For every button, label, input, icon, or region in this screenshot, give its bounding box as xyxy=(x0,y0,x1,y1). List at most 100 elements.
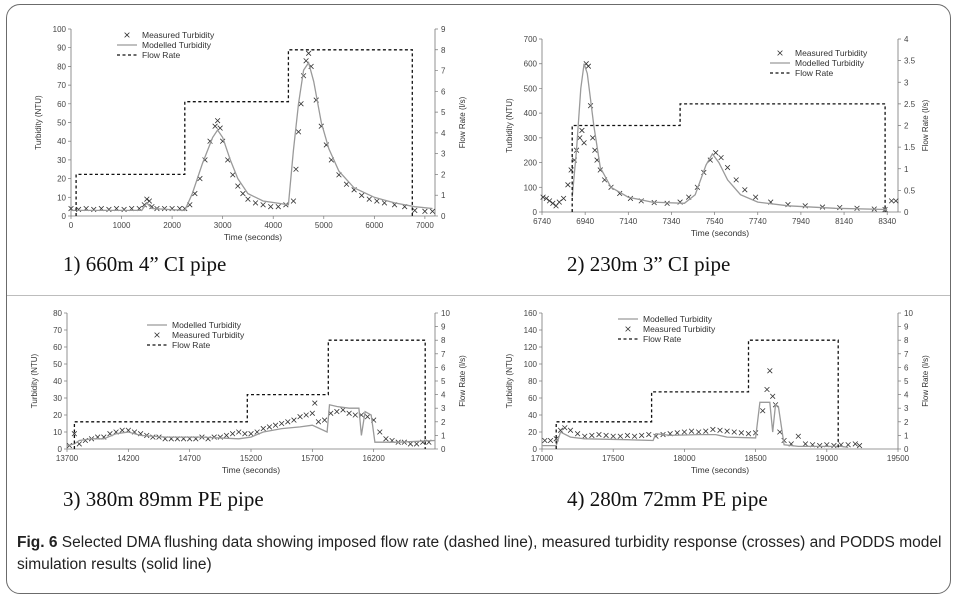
x-tick-label: 18500 xyxy=(744,454,767,463)
figure-caption-text: Selected DMA flushing data showing impos… xyxy=(17,534,941,573)
x-tick-label: 17000 xyxy=(531,454,554,463)
y-right-tick-label: 6 xyxy=(441,87,446,96)
measured-turbidity-series xyxy=(541,61,899,212)
y-right-tick-label: 10 xyxy=(904,309,913,318)
measured-point xyxy=(575,431,580,436)
legend: Modelled TurbidityMeasured TurbidityFlow… xyxy=(147,320,245,350)
y-right-tick-label: 1.5 xyxy=(904,143,916,152)
measured-point xyxy=(230,172,235,177)
x-tick-label: 13700 xyxy=(56,454,79,463)
measured-point xyxy=(760,408,765,413)
figure-label: Fig. 6 xyxy=(17,534,57,551)
y-right-axis-label: Flow Rate (l/s) xyxy=(458,355,467,407)
measured-point xyxy=(235,184,240,189)
y-right-tick-label: 8 xyxy=(441,46,446,55)
y-right-tick-label: 4 xyxy=(904,35,909,44)
chart-panel-1: 0 1000 2000 3000 4000 5000 6000 700001020304050… xyxy=(29,15,479,250)
y-left-tick-label: 120 xyxy=(524,343,538,352)
legend-entry: Measured Turbidity xyxy=(172,330,245,340)
measured-point xyxy=(218,126,223,131)
measured-point xyxy=(646,432,651,437)
measured-point xyxy=(246,197,251,202)
y-left-tick-label: 0 xyxy=(533,208,538,217)
measured-point xyxy=(384,436,389,441)
measured-point xyxy=(542,438,547,443)
y-left-tick-label: 40 xyxy=(57,137,66,146)
y-left-tick-label: 80 xyxy=(57,62,66,71)
y-right-tick-label: 3 xyxy=(441,150,446,159)
measured-point xyxy=(236,430,241,435)
y-right-tick-label: 3 xyxy=(441,404,446,413)
legend-entry: Flow Rate xyxy=(795,68,834,78)
measured-point xyxy=(150,435,155,440)
measured-point xyxy=(296,129,301,134)
measured-point xyxy=(76,207,81,212)
measured-point xyxy=(582,140,587,145)
y-right-tick-label: 8 xyxy=(441,336,446,345)
measured-point xyxy=(230,431,235,436)
y-right-tick-label: 7 xyxy=(441,67,446,76)
measured-turbidity-series xyxy=(542,368,862,448)
y-left-tick-label: 60 xyxy=(57,100,66,109)
x-tick-label: 2000 xyxy=(163,221,181,230)
measured-point xyxy=(276,204,281,209)
y-right-tick-label: 0 xyxy=(904,208,909,217)
y-left-tick-label: 10 xyxy=(57,193,66,202)
x-tick-label: 7740 xyxy=(749,217,767,226)
y-right-axis-label: Flow Rate (l/s) xyxy=(921,355,930,407)
y-left-tick-label: 20 xyxy=(528,428,537,437)
measured-point xyxy=(144,197,149,202)
measured-point xyxy=(334,409,339,414)
measured-point xyxy=(742,187,747,192)
flow-rate-line xyxy=(556,340,838,449)
figure-frame: 0 1000 2000 3000 4000 5000 6000 7000 0 10 20 30 40 50… xyxy=(6,4,951,594)
figure-caption: Fig. 6 Selected DMA flushing data showin… xyxy=(17,532,942,576)
measured-point xyxy=(242,431,247,436)
x-tick-label: 6740 xyxy=(533,217,551,226)
measured-point xyxy=(703,429,708,434)
y-right-tick-label: 6 xyxy=(904,363,909,372)
measured-point xyxy=(597,432,602,437)
measured-point xyxy=(618,434,623,439)
y-left-tick-label: 100 xyxy=(53,25,67,34)
measured-point xyxy=(292,418,297,423)
measured-point xyxy=(604,433,609,438)
measured-turbidity-series xyxy=(67,401,431,448)
y-right-tick-label: 2 xyxy=(441,418,446,427)
measured-point xyxy=(592,148,597,153)
y-right-tick-label: 5 xyxy=(904,377,909,386)
y-left-tick-label: 80 xyxy=(528,377,537,386)
y-right-axis-label: Flow Rate (l/s) xyxy=(458,96,467,148)
y-right-tick-label: 9 xyxy=(904,323,909,332)
y-left-tick-label: 40 xyxy=(53,377,62,386)
measured-point xyxy=(561,196,566,201)
measured-point xyxy=(367,197,372,202)
y-right-tick-label: 2 xyxy=(904,418,909,427)
legend-entry: Modelled Turbidity xyxy=(142,40,212,50)
measured-point xyxy=(710,427,715,432)
y-left-tick-label: 0 xyxy=(533,445,538,454)
measured-point xyxy=(122,207,127,212)
measured-point xyxy=(294,167,299,172)
y-right-tick-label: 9 xyxy=(441,25,446,34)
measured-point xyxy=(639,433,644,438)
chart-panel-4: 17000 17500 18000 18500 19000 195000204060801… xyxy=(502,305,942,477)
measured-point xyxy=(268,204,273,209)
measured-point xyxy=(377,430,382,435)
measured-point xyxy=(261,426,266,431)
x-axis-label: Time (seconds) xyxy=(222,465,280,475)
measured-point xyxy=(267,425,272,430)
measured-point xyxy=(803,442,808,447)
x-tick-label: 16200 xyxy=(363,454,386,463)
legend-entry: Modelled Turbidity xyxy=(172,320,242,330)
x-tick-label: 14200 xyxy=(117,454,140,463)
y-left-tick-label: 500 xyxy=(524,84,538,93)
measured-point xyxy=(213,124,218,129)
legend: Measured TurbidityModelled TurbidityFlow… xyxy=(770,48,868,78)
y-left-tick-label: 50 xyxy=(57,119,66,128)
measured-point xyxy=(261,202,266,207)
y-left-axis-label: Turbidity (NTU) xyxy=(505,98,514,153)
y-right-tick-label: 2 xyxy=(441,170,446,179)
x-axis-label: Time (seconds) xyxy=(691,228,749,238)
x-axis-label: Time (seconds) xyxy=(691,465,749,475)
